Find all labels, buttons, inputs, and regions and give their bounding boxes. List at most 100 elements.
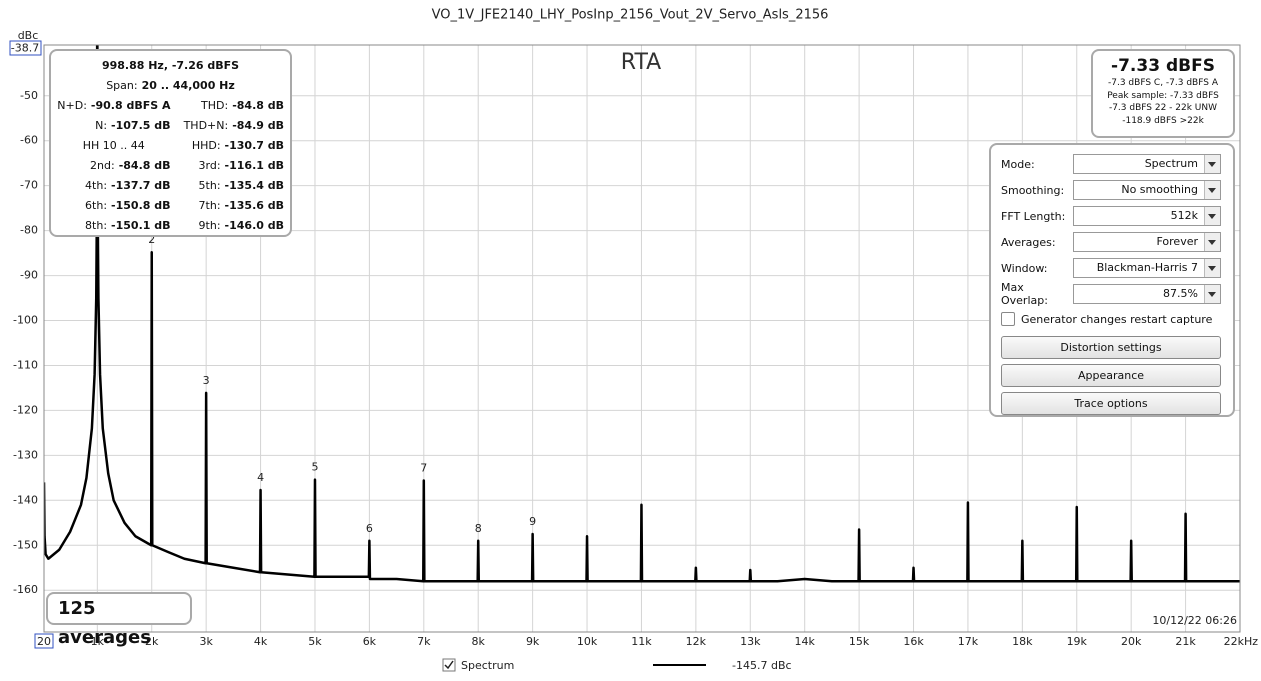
y-top-box — [9, 40, 42, 56]
stats-label: 7th: — [198, 199, 221, 212]
stats-label: 5th: — [198, 179, 221, 192]
button[interactable]: Trace options — [1001, 392, 1221, 415]
x-tick-label: 15k — [849, 635, 870, 648]
dropdown-arrow[interactable] — [1204, 155, 1220, 173]
x-tick-label: 8k — [472, 635, 486, 648]
stats-label: HH 10 .. 44 — [82, 139, 145, 152]
dropdown[interactable]: Forever — [1073, 232, 1221, 252]
stats-cell: 3rd: -116.1 dB — [171, 156, 284, 176]
button[interactable]: Appearance — [1001, 364, 1221, 387]
x-tick-label: 11k — [631, 635, 652, 648]
x-tick-label: 13k — [740, 635, 761, 648]
stats-cell: 9th: -146.0 dB — [171, 216, 284, 236]
y-tick-label: -90 — [20, 269, 38, 282]
y-top-label: -38.7 — [11, 42, 39, 55]
x-tick-label: 18k — [1012, 635, 1033, 648]
button[interactable]: Distortion settings — [1001, 336, 1221, 359]
x-tick-label: 16k — [903, 635, 924, 648]
stats-label: 9th: — [198, 219, 221, 232]
stats-box: 998.88 Hz, -7.26 dBFS Span: 20 .. 44,000 … — [49, 49, 292, 237]
dropdown-value: No smoothing — [1121, 183, 1198, 196]
stats-value: -150.8 dB — [111, 199, 171, 212]
dropdown-arrow[interactable] — [1204, 285, 1220, 303]
y-axis-label: dBc — [18, 29, 39, 42]
stats-cell: N+D: -90.8 dBFS A — [57, 96, 171, 116]
dropdown[interactable]: 512k — [1073, 206, 1221, 226]
field-label: FFT Length: — [1001, 209, 1066, 223]
y-tick-label: -50 — [20, 89, 38, 102]
stats-value: -146.0 dB — [224, 219, 284, 232]
panel-title: RTA — [621, 50, 661, 75]
field-label: Mode: — [1001, 157, 1035, 171]
y-tick-label: -80 — [20, 224, 38, 237]
harmonic-label: 2 — [148, 233, 155, 246]
stats-cell: 6th: -150.8 dB — [57, 196, 171, 216]
stats-value: -84.8 dB — [232, 99, 284, 112]
stats-value: -90.8 dBFS A — [90, 99, 171, 112]
x-tick-label: 19k — [1067, 635, 1088, 648]
span-value: 20 .. 44,000 Hz — [141, 79, 235, 92]
x-tick-label: 2k — [145, 635, 159, 648]
dropdown[interactable]: 87.5% — [1073, 284, 1221, 304]
stats-value: -116.1 dB — [224, 159, 284, 172]
span-row: Span: 20 .. 44,000 Hz — [57, 76, 284, 96]
stats-value: -107.5 dB — [111, 119, 171, 132]
stats-label: N: — [95, 119, 108, 132]
dropdown-arrow[interactable] — [1204, 233, 1220, 251]
y-tick-label: -150 — [13, 538, 38, 551]
dropdown-arrow[interactable] — [1204, 181, 1220, 199]
dropdown[interactable]: No smoothing — [1073, 180, 1221, 200]
dropdown-value: 512k — [1170, 209, 1198, 222]
stats-cell: 5th: -135.4 dB — [171, 176, 284, 196]
level-line: -7.3 dBFS C, -7.3 dBFS A — [1108, 78, 1218, 88]
dropdown-arrow[interactable] — [1204, 207, 1220, 225]
checkbox-row[interactable]: Generator changes restart capture — [1001, 307, 1223, 331]
chart-title: VO_1V_JFE2140_LHY_PosInp_2156_Vout_2V_Se… — [432, 8, 829, 23]
x-tick-label: 6k — [363, 635, 377, 648]
x-tick-label: 7k — [417, 635, 431, 648]
stats-label: 3rd: — [198, 159, 221, 172]
stats-label: THD: — [201, 99, 229, 112]
dropdown[interactable]: Spectrum — [1073, 154, 1221, 174]
x-tick-label: 9k — [526, 635, 540, 648]
legend-checkbox[interactable] — [442, 658, 456, 672]
x-tick-label: 14k — [795, 635, 816, 648]
dropdown-value: Spectrum — [1144, 157, 1198, 170]
control-field: Averages: Forever — [1001, 229, 1223, 255]
stats-value: -84.9 dB — [232, 119, 284, 132]
x-tick-label: 21k — [1175, 635, 1196, 648]
x-tick-label: 17k — [958, 635, 979, 648]
level-value: -7.33 dBFS — [1111, 56, 1215, 76]
stats-row: 4th: -137.7 dB 5th: -135.4 dB — [57, 176, 284, 196]
harmonic-label: 6 — [366, 522, 373, 535]
checkbox[interactable] — [1001, 312, 1015, 326]
controls-panel: Mode: Spectrum Smoothing: No smoothing FFT L… — [989, 143, 1235, 417]
x-tick-label: 4k — [254, 635, 268, 648]
averages-label: 125 averages — [58, 598, 151, 648]
field-label: Max Overlap: — [1001, 281, 1048, 307]
field-label: Smoothing: — [1001, 183, 1065, 197]
field-label: Averages: — [1001, 235, 1056, 249]
y-tick-label: -110 — [13, 358, 38, 371]
stats-cell: HH 10 .. 44 — [57, 136, 171, 156]
check-mark — [444, 660, 454, 670]
dropdown-arrow[interactable] — [1204, 259, 1220, 277]
x-tick-label: 10k — [577, 635, 598, 648]
dropdown-value: Blackman-Harris 7 — [1096, 261, 1198, 274]
control-field: Smoothing: No smoothing — [1001, 177, 1223, 203]
stats-label: 8th: — [85, 219, 108, 232]
level-line: Peak sample: -7.33 dBFS — [1107, 90, 1219, 101]
x-tick-label: 20k — [1121, 635, 1142, 648]
stats-value: -135.4 dB — [224, 179, 284, 192]
legend-reading: -145.7 dBc — [732, 659, 792, 672]
dropdown[interactable]: Blackman-Harris 7 — [1073, 258, 1221, 278]
x-tick-label: 5k — [308, 635, 322, 648]
stats-label: 4th: — [85, 179, 108, 192]
y-tick-label: -160 — [13, 583, 38, 596]
stats-cell: HHD: -130.7 dB — [171, 136, 284, 156]
dropdown-value: 87.5% — [1163, 287, 1198, 300]
stats-cell: THD: -84.8 dB — [171, 96, 284, 116]
stats-value: -135.6 dB — [224, 199, 284, 212]
